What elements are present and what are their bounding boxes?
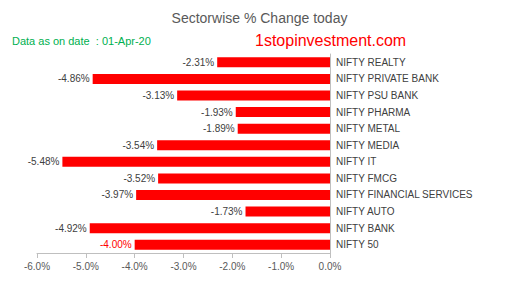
- svg-text:NIFTY METAL: NIFTY METAL: [336, 123, 401, 134]
- svg-text:-2.0%: -2.0%: [219, 261, 245, 272]
- svg-text:-3.52%: -3.52%: [123, 173, 155, 184]
- svg-text:-4.86%: -4.86%: [58, 73, 90, 84]
- svg-text:-3.97%: -3.97%: [101, 189, 133, 200]
- svg-text:NIFTY PSU BANK: NIFTY PSU BANK: [336, 90, 418, 101]
- svg-text:-5.48%: -5.48%: [28, 156, 60, 167]
- svg-text:Sectorwise % Change today: Sectorwise % Change today: [172, 10, 348, 26]
- svg-text:NIFTY BANK: NIFTY BANK: [336, 223, 395, 234]
- svg-text:-1.93%: -1.93%: [201, 107, 233, 118]
- svg-text:-4.92%: -4.92%: [55, 223, 87, 234]
- svg-text:-5.0%: -5.0%: [73, 261, 99, 272]
- svg-text:-2.31%: -2.31%: [183, 57, 215, 68]
- svg-text:NIFTY AUTO: NIFTY AUTO: [336, 206, 395, 217]
- svg-text:-4.0%: -4.0%: [122, 261, 148, 272]
- svg-text:Data as on date : 01-Apr-20: Data as on date : 01-Apr-20: [12, 35, 151, 47]
- svg-text:NIFTY MEDIA: NIFTY MEDIA: [336, 140, 399, 151]
- svg-text:-3.13%: -3.13%: [142, 90, 174, 101]
- svg-text:NIFTY FINANCIAL SERVICES: NIFTY FINANCIAL SERVICES: [336, 189, 473, 200]
- svg-text:-1.0%: -1.0%: [268, 261, 294, 272]
- svg-text:NIFTY PRIVATE BANK: NIFTY PRIVATE BANK: [336, 73, 439, 84]
- svg-text:1stopinvestment.com: 1stopinvestment.com: [255, 32, 406, 49]
- svg-text:-3.54%: -3.54%: [122, 140, 154, 151]
- svg-text:-1.89%: -1.89%: [203, 123, 235, 134]
- svg-text:-1.73%: -1.73%: [211, 206, 243, 217]
- svg-text:NIFTY PHARMA: NIFTY PHARMA: [336, 107, 411, 118]
- svg-text:NIFTY REALTY: NIFTY REALTY: [336, 57, 406, 68]
- svg-text:NIFTY IT: NIFTY IT: [336, 156, 376, 167]
- svg-text:NIFTY 50: NIFTY 50: [336, 239, 379, 250]
- svg-text:-4.00%: -4.00%: [100, 239, 132, 250]
- svg-text:NIFTY FMCG: NIFTY FMCG: [336, 173, 397, 184]
- svg-text:0.0%: 0.0%: [319, 261, 342, 272]
- svg-text:-3.0%: -3.0%: [170, 261, 196, 272]
- svg-text:-6.0%: -6.0%: [24, 261, 50, 272]
